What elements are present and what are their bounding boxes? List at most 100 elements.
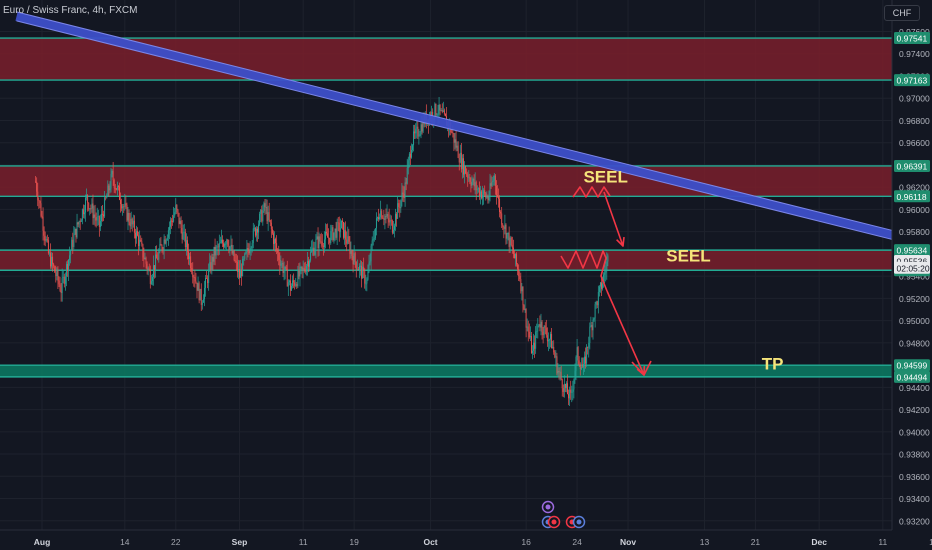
candle-body — [128, 212, 130, 223]
price-tag-2-bg — [894, 261, 930, 274]
candle-body — [168, 226, 170, 231]
candle-body — [224, 244, 226, 247]
candle-body — [180, 220, 182, 229]
x-tick-label: Oct — [423, 537, 437, 547]
candle-body — [73, 234, 75, 247]
candle-body — [408, 153, 410, 161]
candle-body — [396, 213, 398, 219]
candle-body — [317, 236, 319, 249]
candle-body — [557, 370, 559, 374]
candle-body — [319, 236, 321, 242]
candle-body — [465, 166, 467, 174]
candle-body — [246, 248, 248, 253]
candle-body — [402, 192, 404, 194]
candle-body — [126, 204, 128, 221]
candle-body — [566, 383, 567, 389]
y-tick-label: 0.94800 — [899, 338, 930, 348]
candle-body — [108, 185, 110, 191]
candle-body — [386, 214, 388, 217]
candle-body — [74, 228, 76, 235]
trendline-edge-bottom — [16, 20, 932, 250]
candle-body — [592, 319, 594, 331]
candle-body — [344, 230, 346, 238]
candle-body — [149, 270, 151, 284]
candle-body — [42, 216, 44, 231]
candle-body — [558, 370, 560, 372]
descending-trendline — [15, 12, 932, 250]
candle-body — [210, 262, 212, 271]
candle-body — [284, 266, 286, 272]
candle-body — [554, 352, 556, 358]
candle-body — [287, 282, 289, 287]
y-tick-label: 0.96000 — [899, 205, 930, 215]
candle-body — [209, 262, 211, 270]
candle-body — [331, 227, 333, 232]
candle-body — [352, 256, 354, 265]
candle-body — [195, 281, 197, 283]
candle-body — [605, 270, 607, 273]
candle-body — [199, 288, 201, 301]
candle-body — [215, 247, 217, 256]
candle-body — [146, 263, 148, 270]
candle-body — [325, 231, 326, 240]
candle-body — [563, 383, 565, 392]
price-tag-2: 02:05:20 — [897, 263, 930, 273]
candle-body — [466, 173, 468, 175]
currency-selector[interactable]: CHF — [884, 5, 920, 21]
candle-body — [139, 239, 141, 247]
candle-body — [519, 275, 521, 280]
candle-body — [172, 221, 174, 222]
candle-body — [590, 325, 592, 327]
candle-body — [498, 196, 499, 199]
candle-body — [594, 304, 596, 319]
candle-body — [156, 254, 158, 259]
y-tick-label: 0.96800 — [899, 116, 930, 126]
candle-body — [607, 255, 609, 262]
candle-body — [194, 277, 196, 282]
candle-body — [264, 203, 266, 208]
candle-body — [546, 335, 548, 342]
candle-body — [537, 325, 539, 332]
candle-body — [70, 250, 72, 256]
candle-body — [192, 271, 194, 278]
candle-body — [552, 346, 554, 349]
candle-body — [471, 181, 473, 186]
candle-body — [145, 258, 147, 264]
candle-body — [572, 389, 574, 392]
candle-body — [602, 283, 604, 289]
candle-body — [206, 278, 208, 279]
x-tick-label: Nov — [620, 537, 636, 547]
candle-body — [51, 256, 53, 267]
candle-body — [329, 237, 331, 243]
candle-body — [300, 266, 302, 268]
candle-body — [186, 240, 188, 252]
candle-body — [586, 347, 588, 364]
y-tick-label: 0.93400 — [899, 494, 930, 504]
candle-body — [577, 347, 579, 361]
candle-body — [43, 230, 45, 236]
candle-body — [368, 262, 370, 272]
candle-body — [207, 278, 209, 284]
candle-body — [320, 241, 322, 243]
candle-body — [141, 241, 143, 245]
candle-body — [538, 324, 540, 326]
candle-body — [461, 158, 463, 170]
y-tick-label: 0.95800 — [899, 227, 930, 237]
candle-body — [292, 280, 294, 287]
x-tick-label: 16 — [521, 537, 531, 547]
candle-body — [253, 228, 255, 229]
x-tick-label: 11 — [878, 537, 887, 547]
candle-body — [274, 238, 275, 244]
candle-body — [289, 280, 291, 291]
candle-body — [437, 114, 439, 115]
x-tick-label: 13 — [700, 537, 710, 547]
candle-body — [211, 257, 213, 271]
candle-body — [95, 217, 97, 221]
candle-body — [89, 208, 91, 210]
candle-body — [45, 239, 47, 241]
y-tick-label: 0.94200 — [899, 405, 930, 415]
candle-body — [593, 318, 595, 320]
candle-body — [343, 222, 344, 238]
candle-body — [40, 203, 42, 216]
